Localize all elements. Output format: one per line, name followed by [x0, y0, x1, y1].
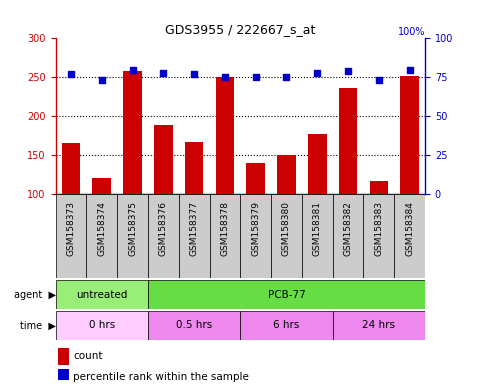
Point: [375, 77, 383, 83]
Text: GSM158381: GSM158381: [313, 201, 322, 256]
Point: [159, 70, 167, 76]
Point: [67, 71, 75, 77]
Text: GSM158373: GSM158373: [67, 201, 75, 256]
Text: GSM158384: GSM158384: [405, 201, 414, 256]
Bar: [400, 76, 419, 194]
Text: untreated: untreated: [76, 290, 128, 300]
Text: agent  ▶: agent ▶: [14, 290, 56, 300]
Bar: [271, 194, 302, 278]
Bar: [215, 77, 234, 194]
Bar: [86, 194, 117, 278]
Text: percentile rank within the sample: percentile rank within the sample: [73, 372, 249, 382]
Bar: [240, 194, 271, 278]
Bar: [92, 179, 111, 194]
Bar: [117, 194, 148, 278]
Bar: [240, 311, 333, 340]
Bar: [62, 143, 80, 194]
Bar: [58, 348, 69, 365]
Text: 6 hrs: 6 hrs: [273, 320, 299, 331]
Point: [190, 71, 198, 77]
Point: [313, 70, 321, 76]
Text: GSM158376: GSM158376: [159, 201, 168, 256]
Bar: [277, 155, 296, 194]
Bar: [154, 125, 172, 194]
Text: count: count: [73, 351, 103, 361]
Point: [406, 66, 413, 73]
Title: GDS3955 / 222667_s_at: GDS3955 / 222667_s_at: [165, 23, 315, 36]
Text: GSM158378: GSM158378: [220, 201, 229, 256]
Bar: [148, 311, 241, 340]
Bar: [302, 194, 333, 278]
Point: [344, 68, 352, 74]
Bar: [148, 194, 179, 278]
Text: 100%: 100%: [398, 27, 425, 37]
Text: GSM158380: GSM158380: [282, 201, 291, 256]
Text: 0.5 hrs: 0.5 hrs: [176, 320, 212, 331]
Point: [98, 77, 106, 83]
Text: GSM158383: GSM158383: [374, 201, 384, 256]
Bar: [333, 194, 364, 278]
Bar: [148, 280, 425, 309]
Bar: [308, 134, 327, 194]
Text: GSM158377: GSM158377: [190, 201, 199, 256]
Bar: [369, 181, 388, 194]
Bar: [333, 311, 425, 340]
Bar: [56, 280, 148, 309]
Text: PCB-77: PCB-77: [268, 290, 305, 300]
Text: 0 hrs: 0 hrs: [88, 320, 115, 331]
Bar: [58, 369, 69, 384]
Bar: [185, 142, 203, 194]
Bar: [56, 194, 86, 278]
Bar: [364, 194, 394, 278]
Point: [128, 66, 136, 73]
Bar: [123, 71, 142, 194]
Bar: [394, 194, 425, 278]
Text: time  ▶: time ▶: [20, 320, 56, 331]
Bar: [210, 194, 240, 278]
Text: GSM158374: GSM158374: [97, 201, 106, 256]
Bar: [179, 194, 210, 278]
Text: GSM158375: GSM158375: [128, 201, 137, 256]
Text: GSM158382: GSM158382: [343, 201, 353, 256]
Point: [221, 74, 229, 80]
Bar: [56, 311, 148, 340]
Text: GSM158379: GSM158379: [251, 201, 260, 256]
Bar: [246, 163, 265, 194]
Text: 24 hrs: 24 hrs: [362, 320, 396, 331]
Point: [283, 74, 290, 80]
Bar: [339, 88, 357, 194]
Point: [252, 74, 259, 80]
